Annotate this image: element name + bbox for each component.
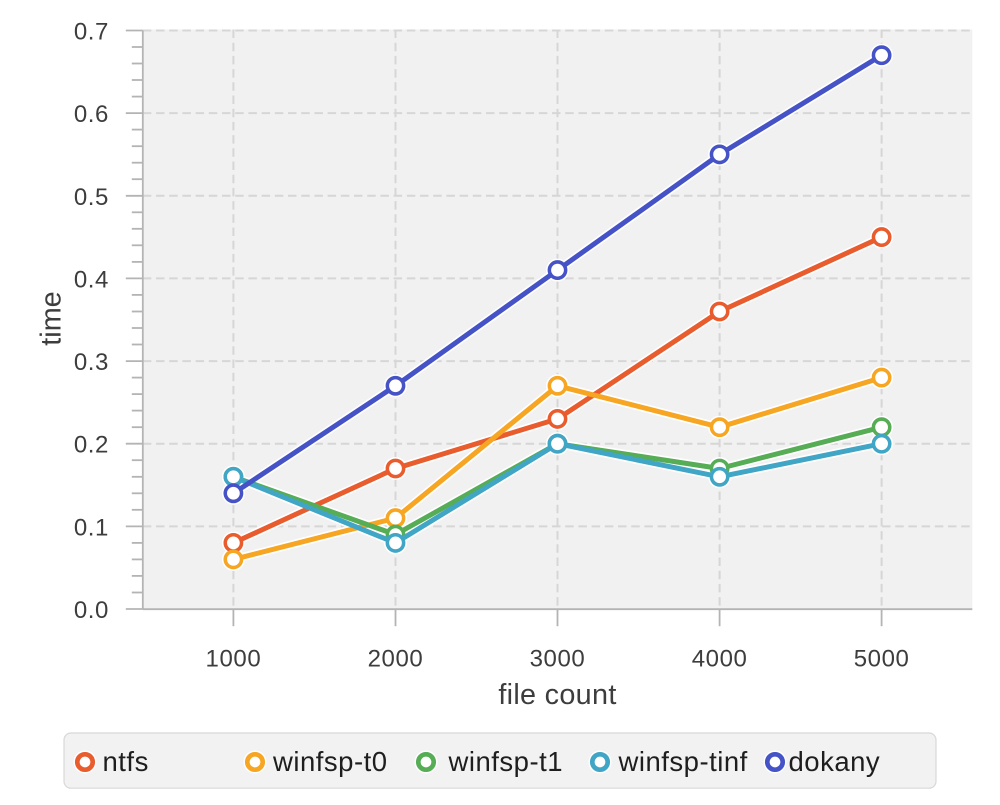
svg-text:0.7: 0.7	[74, 19, 109, 46]
svg-text:5000: 5000	[854, 646, 910, 673]
svg-text:0.1: 0.1	[74, 514, 109, 541]
svg-text:1000: 1000	[206, 646, 262, 673]
svg-text:0.6: 0.6	[74, 101, 109, 128]
svg-text:winfsp-t1: winfsp-t1	[448, 746, 564, 777]
svg-text:4000: 4000	[692, 646, 748, 673]
svg-text:dokany: dokany	[789, 746, 881, 777]
svg-text:time: time	[36, 291, 68, 345]
svg-text:0.2: 0.2	[74, 432, 109, 459]
svg-text:file count: file count	[498, 679, 616, 711]
svg-text:winfsp-t0: winfsp-t0	[272, 746, 388, 777]
svg-text:0.4: 0.4	[74, 266, 109, 293]
svg-text:2000: 2000	[368, 646, 424, 673]
svg-text:ntfs: ntfs	[103, 746, 149, 777]
svg-text:0.3: 0.3	[74, 349, 109, 376]
svg-text:0.0: 0.0	[74, 597, 109, 624]
svg-text:3000: 3000	[530, 646, 586, 673]
svg-text:0.5: 0.5	[74, 184, 109, 211]
svg-text:winfsp-tinf: winfsp-tinf	[618, 746, 748, 777]
